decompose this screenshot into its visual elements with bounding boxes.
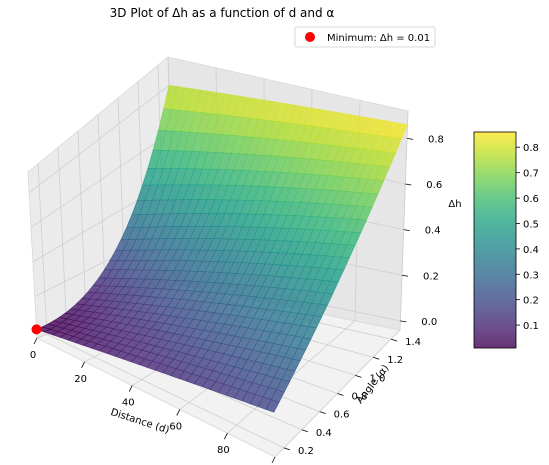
- x-tick-mark: [128, 385, 133, 392]
- z-tick-label: 0.8: [428, 134, 444, 145]
- y-tick-label: 0.6: [334, 410, 350, 421]
- y-tick-mark: [301, 429, 308, 433]
- y-tick-mark: [337, 393, 344, 396]
- z-axis-label: Δh: [448, 199, 461, 210]
- x-axis-label: Distance (d): [109, 407, 171, 436]
- colorbar-ticks: 0.1 0.2 0.3 0.4 0.5 0.6 0.7 0.8: [516, 143, 539, 332]
- colorbar-tick-label: 0.8: [523, 143, 539, 154]
- x-tick-label: 60: [169, 421, 182, 432]
- y-tick-label: 0.2: [298, 446, 314, 457]
- z-tick-mark: [406, 137, 414, 140]
- z-tick-mark: [401, 274, 409, 277]
- z-tick-mark: [400, 320, 407, 323]
- legend-label-minimum: Minimum: Δh = 0.01: [327, 33, 430, 44]
- surface-patch: [265, 399, 280, 413]
- axes-ticks: 0204060801000.20.40.60.81.01.21.40.00.20…: [30, 134, 444, 464]
- legend-box: [294, 26, 436, 48]
- y-tick-mark: [355, 374, 362, 378]
- colorbar-tick-label: 0.1: [523, 321, 539, 332]
- colorbar-tick-label: 0.4: [523, 245, 539, 256]
- colorbar-tick-label: 0.3: [523, 270, 539, 281]
- x-tick-mark: [271, 456, 276, 464]
- z-tick-label: 0.6: [426, 180, 442, 191]
- chart-title: 3D Plot of Δh as a function of d and α: [110, 6, 335, 20]
- x-tick-label: 40: [122, 398, 135, 409]
- y-tick-label: 1.0: [369, 373, 385, 384]
- z-tick-label: 0.4: [425, 226, 441, 237]
- colorbar-tick-label: 0.6: [523, 194, 539, 205]
- y-tick-label: 1.2: [387, 355, 403, 366]
- x-tick-label: 0: [30, 350, 36, 361]
- y-tick-label: 0.8: [352, 392, 368, 403]
- colorbar-tick-label: 0.5: [523, 220, 539, 231]
- colorbar: 0.1 0.2 0.3 0.4 0.5 0.6 0.7 0.8: [473, 131, 539, 349]
- x-tick-mark: [33, 337, 38, 345]
- z-tick-mark: [405, 183, 412, 186]
- y-tick-mark: [373, 356, 380, 360]
- colorbar-tick-label: 0.2: [523, 296, 539, 307]
- legend[interactable]: Minimum: Δh = 0.01: [294, 26, 436, 48]
- y-tick-mark: [319, 411, 326, 415]
- colorbar-tick-label: 0.7: [523, 169, 539, 180]
- x-tick-mark: [176, 409, 181, 416]
- surface-plot: [35, 85, 408, 413]
- z-tick-label: 0.0: [421, 317, 437, 328]
- minimum-point-marker: [31, 324, 42, 335]
- z-tick-mark: [403, 229, 410, 232]
- legend-marker-minimum: [305, 32, 315, 42]
- z-tick-label: 0.2: [423, 271, 439, 282]
- x-tick-label: 20: [74, 374, 87, 385]
- y-tick-label: 0.4: [316, 428, 332, 439]
- y-tick-label: 1.4: [405, 337, 421, 348]
- y-tick-mark: [390, 338, 398, 342]
- x-tick-label: 80: [217, 445, 230, 456]
- x-tick-mark: [81, 361, 85, 368]
- y-tick-mark: [283, 447, 291, 451]
- x-tick-mark: [224, 433, 228, 440]
- colorbar-gradient: [473, 131, 517, 349]
